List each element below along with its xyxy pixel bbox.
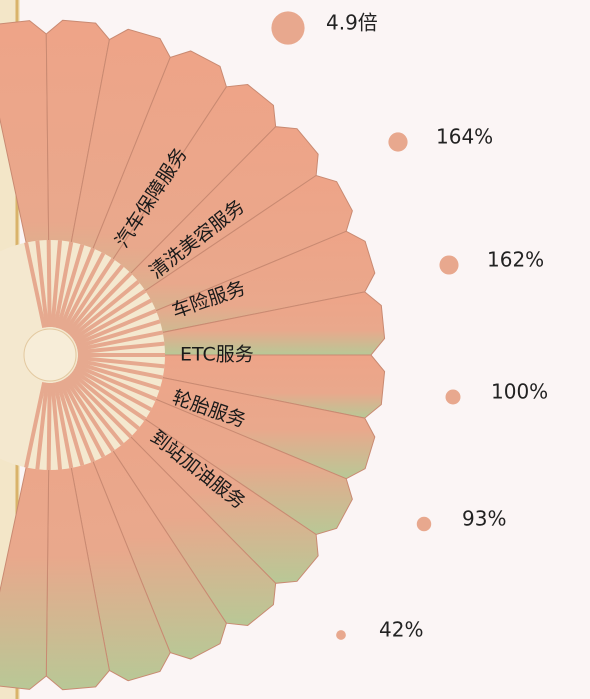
bubble — [388, 132, 407, 151]
value-label: 4.9倍 — [326, 11, 378, 35]
bubble — [271, 11, 304, 44]
bubble — [336, 630, 346, 640]
fan-hub — [24, 329, 76, 381]
category-label: ETC服务 — [180, 344, 254, 366]
chart: 汽车保障服务清洗美容服务车险服务ETC服务轮胎服务到站加油服务4.9倍164%1… — [0, 0, 590, 699]
bubble — [446, 390, 461, 405]
fan-spoke — [49, 240, 50, 327]
bubble — [417, 517, 431, 531]
bubble — [439, 255, 458, 274]
value-label: 164% — [436, 125, 493, 149]
fan-spoke — [49, 383, 50, 470]
value-label: 162% — [487, 248, 544, 272]
value-label: 93% — [462, 507, 506, 531]
value-label: 42% — [379, 618, 423, 642]
value-label: 100% — [491, 380, 548, 404]
